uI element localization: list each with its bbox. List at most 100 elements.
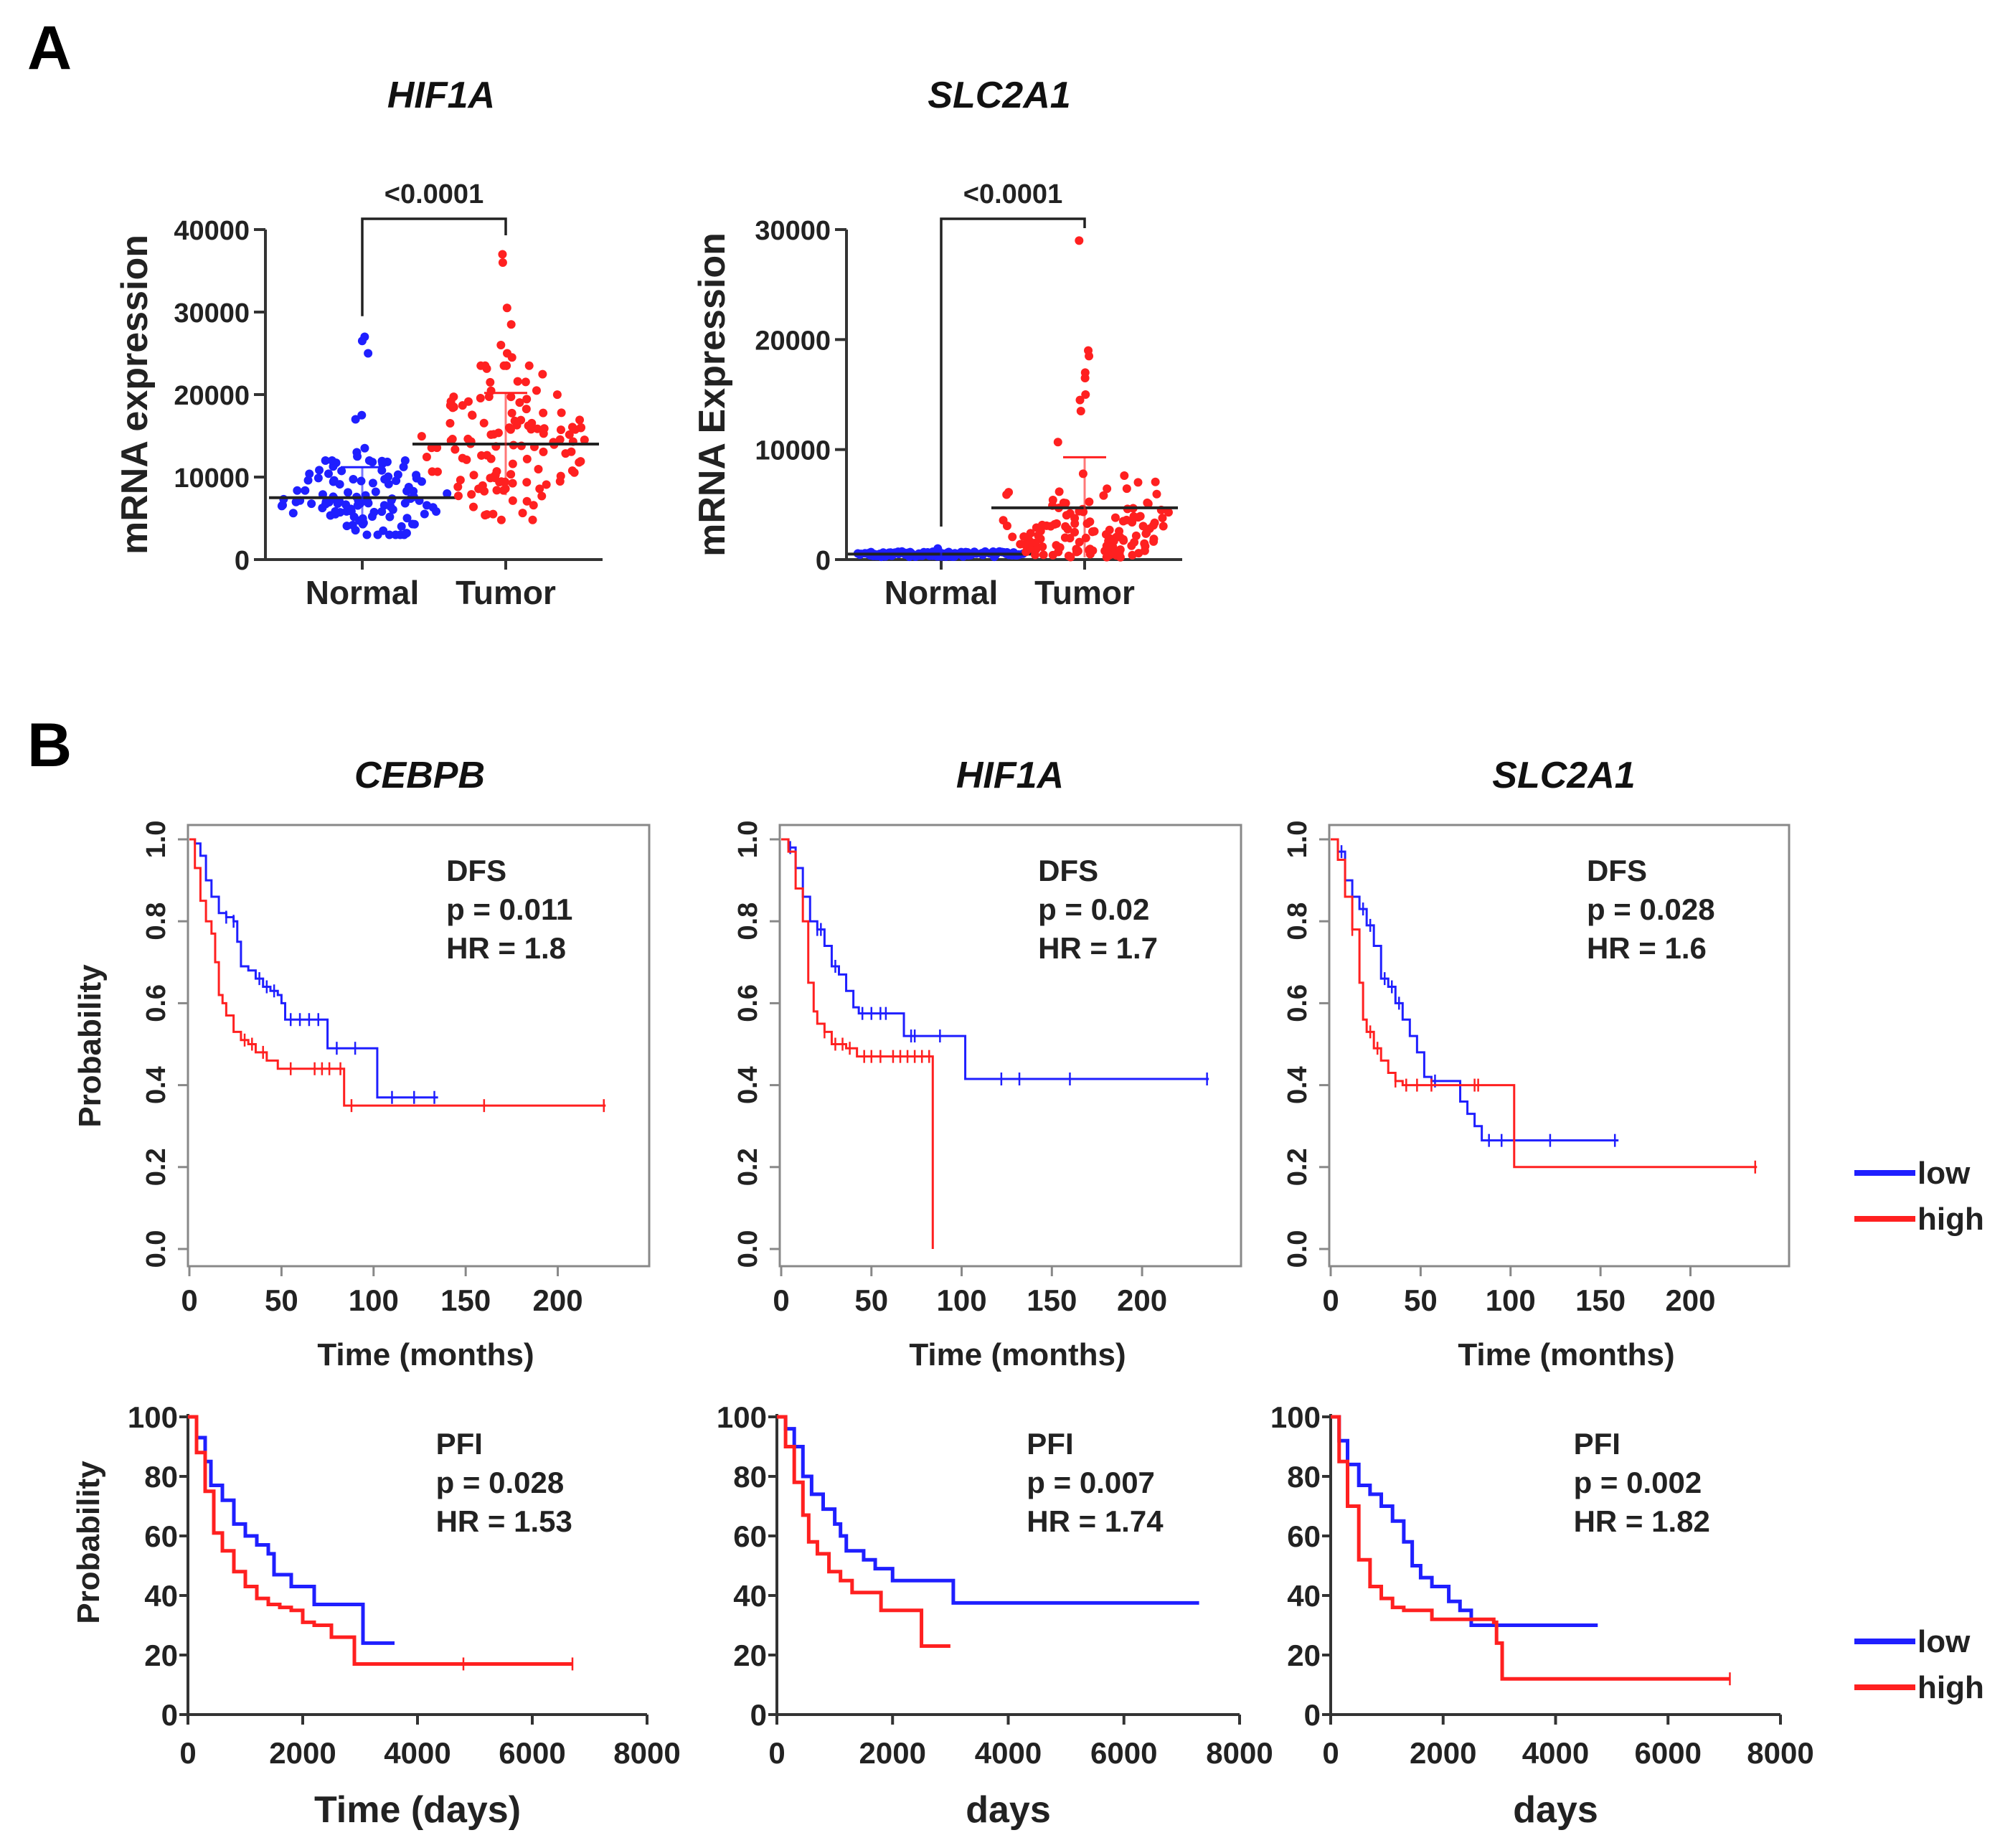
data-point (496, 515, 506, 524)
data-point (501, 361, 511, 370)
p-value-label: <0.0001 (963, 179, 1062, 209)
data-point (539, 447, 548, 456)
y-tick-label: 0.2 (141, 1148, 171, 1186)
y-tick-label: 1.0 (141, 821, 171, 859)
data-point (518, 509, 527, 518)
data-point (395, 530, 405, 539)
data-point (1099, 491, 1108, 500)
data-point (1152, 489, 1161, 499)
data-point (1151, 477, 1160, 486)
x-tick-label: 150 (1575, 1283, 1626, 1317)
data-point (1062, 511, 1071, 520)
data-point (1037, 520, 1047, 529)
data-point (1050, 519, 1060, 529)
x-tick-label: 100 (936, 1283, 986, 1317)
data-point (349, 474, 358, 484)
data-point (879, 548, 888, 557)
category-label: Tumor (1034, 574, 1135, 611)
x-tick-label: 50 (1404, 1283, 1438, 1317)
data-point (507, 408, 516, 418)
x-axis-title: Time (days) (314, 1789, 521, 1831)
data-point (315, 466, 324, 475)
data-point (368, 478, 377, 488)
stat-annotation: DFS (1038, 854, 1098, 887)
data-point (450, 445, 460, 454)
data-point (496, 341, 506, 349)
data-point (512, 420, 522, 430)
data-point (362, 496, 371, 506)
chart-b5: 0 20 40 60 80 100 0 2000 4000 6000 8000 days PFI p = … (717, 1400, 1273, 1831)
data-point (1066, 552, 1075, 562)
data-point (1103, 484, 1112, 494)
data-point (324, 469, 333, 478)
y-tick-label: 60 (144, 1519, 178, 1553)
data-point (385, 530, 394, 539)
y-tick-label: 20 (733, 1639, 767, 1672)
data-point (1078, 469, 1088, 478)
significance-bracket (940, 217, 1086, 527)
plot-frame (778, 824, 1242, 1268)
y-tick-label: 0.4 (733, 1066, 763, 1104)
y-tick-label: 0.8 (141, 902, 171, 940)
data-point (557, 408, 566, 418)
data-point (468, 411, 477, 420)
data-point (492, 486, 501, 495)
x-tick-label: 8000 (613, 1736, 680, 1770)
y-axis-title: Probability (71, 1461, 106, 1624)
data-point (486, 430, 496, 439)
data-point (456, 476, 465, 485)
x-axis-title: Time (months) (1458, 1337, 1674, 1372)
data-point (467, 490, 476, 499)
y-tick-label: 0.0 (733, 1230, 763, 1268)
x-axis-title: Time (months) (317, 1337, 534, 1372)
data-point (1129, 512, 1138, 521)
chart-b2: HIF1A 0.0 0.2 0.4 0.6 0.8 1.0 0 50 100 150 200 Time … (733, 755, 1242, 1372)
y-tick-label: 0.8 (1283, 902, 1313, 940)
data-point (1075, 537, 1084, 547)
km-curve-low (781, 838, 1209, 1080)
data-point (337, 466, 346, 476)
km-curve-high (1331, 1415, 1730, 1681)
data-point (402, 486, 412, 496)
x-tick-label: 6000 (1635, 1736, 1702, 1770)
plot-frame (1328, 824, 1791, 1268)
data-point (575, 415, 585, 425)
data-point (1019, 532, 1029, 541)
data-point (432, 507, 441, 517)
legend-dfs: low high (1854, 1156, 1984, 1237)
data-point (1020, 540, 1029, 550)
data-point (1131, 531, 1141, 540)
x-tick-label: 2000 (859, 1736, 926, 1770)
data-point (1127, 541, 1136, 550)
legend-pfi: low high (1854, 1624, 1984, 1705)
data-point (402, 514, 412, 523)
data-point (565, 430, 574, 439)
x-tick-label: 2000 (1410, 1736, 1476, 1770)
data-point (1065, 534, 1075, 543)
data-point (377, 466, 387, 475)
data-point (353, 452, 362, 461)
x-tick-label: 0 (1322, 1283, 1339, 1317)
data-point (1164, 508, 1173, 517)
data-point (494, 428, 503, 438)
data-point (532, 386, 541, 395)
data-point (1059, 498, 1068, 507)
data-point (410, 519, 419, 529)
x-tick-label: 200 (1117, 1283, 1167, 1317)
data-point (357, 410, 367, 420)
data-point (279, 494, 288, 504)
y-axis-title: mRNA Expression (692, 232, 733, 557)
data-point (1002, 522, 1011, 531)
data-point (513, 377, 522, 386)
data-point (463, 397, 473, 406)
stat-annotation: p = 0.007 (1027, 1466, 1155, 1499)
stat-annotation: HR = 1.53 (436, 1504, 572, 1538)
data-point (1008, 532, 1017, 542)
data-point (321, 497, 331, 506)
data-point (397, 522, 406, 531)
data-point (449, 402, 458, 412)
x-axis-title: days (966, 1789, 1051, 1831)
data-point (506, 320, 516, 329)
